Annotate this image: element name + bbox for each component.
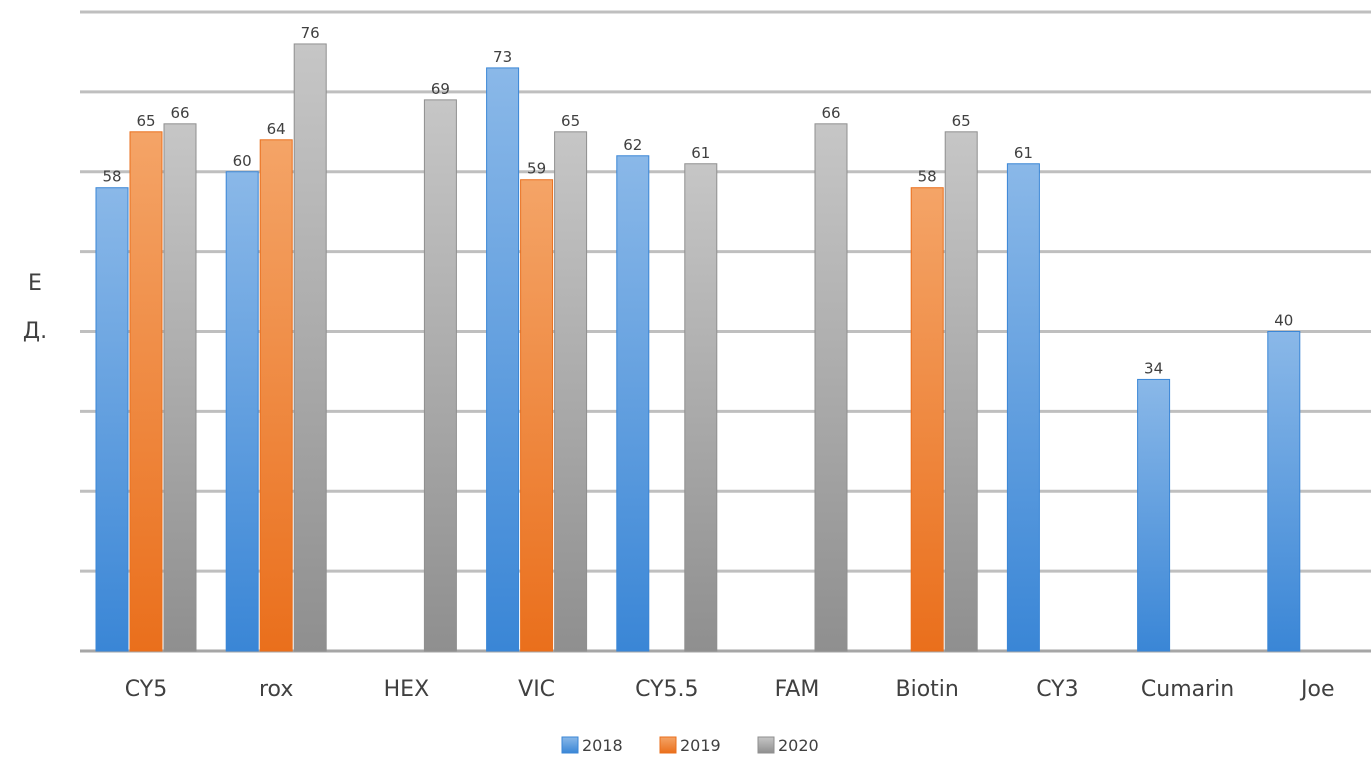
legend: 2018 2019 2020 [561,736,819,755]
legend-swatch-2020 [757,736,775,754]
bar-2020-Biotin [944,131,978,652]
category-label: Biotin [896,677,959,702]
data-label: 73 [493,48,512,66]
bar-2020-CY5.5 [684,163,718,652]
data-label: 64 [267,120,286,138]
legend-swatch-2018 [561,736,579,754]
data-label: 65 [952,112,971,130]
data-label: 65 [561,112,580,130]
legend-swatch-2019 [659,736,677,754]
bar-2018-rox [225,171,259,652]
bar-2020-FAM [814,123,848,652]
legend-label-2018: 2018 [582,736,623,755]
bar-2018-CY5.5 [616,155,650,652]
data-label: 40 [1274,312,1293,330]
data-label: 61 [691,144,710,162]
bar-2018-VIC [486,67,520,652]
data-label: 58 [102,168,121,186]
category-label: rox [259,677,293,702]
legend-label-2020: 2020 [778,736,819,755]
data-label: 62 [623,136,642,154]
category-axis: CY5 rox HEX VIC CY5.5 FAM Biotin CY3 Cumarin Joe [125,677,1335,702]
bar-2020-CY5 [163,123,197,652]
bar-2020-rox [293,43,327,652]
category-label: HEX [384,677,430,702]
data-label: 66 [170,104,189,122]
category-label: Cumarin [1141,677,1234,702]
bar-2018-CY3 [1006,163,1040,652]
data-label: 59 [527,160,546,178]
data-label: 60 [233,152,252,170]
data-label: 65 [136,112,155,130]
category-label: CY3 [1036,677,1078,702]
bar-2019-CY5 [129,131,163,652]
data-label: 61 [1014,144,1033,162]
data-label: 34 [1144,359,1163,377]
bar-2020-HEX [423,99,457,652]
data-label: 76 [301,24,320,42]
data-label: 66 [821,104,840,122]
bar-2019-VIC [520,179,554,652]
bar-2018-Joe [1267,331,1301,652]
y-axis-label-line2: Д. [23,319,47,344]
category-label: CY5.5 [635,677,698,702]
bar-2020-VIC [554,131,588,652]
data-labels: 58 65 66 60 64 76 69 73 59 65 62 61 66 58 65 61 34 40 [102,24,1293,377]
category-label: VIC [518,677,555,702]
legend-label-2019: 2019 [680,736,721,755]
bars [95,43,1301,652]
data-label: 58 [918,168,937,186]
bar-2018-Cumarin [1137,378,1171,652]
bar-2019-Biotin [910,187,944,652]
y-axis-label-line1: Е [28,271,42,296]
bar-2019-rox [259,139,293,652]
category-label: FAM [775,677,820,702]
bar-2018-CY5 [95,187,129,652]
category-label: Joe [1299,677,1334,702]
data-label: 69 [431,80,450,98]
category-label: CY5 [125,677,167,702]
